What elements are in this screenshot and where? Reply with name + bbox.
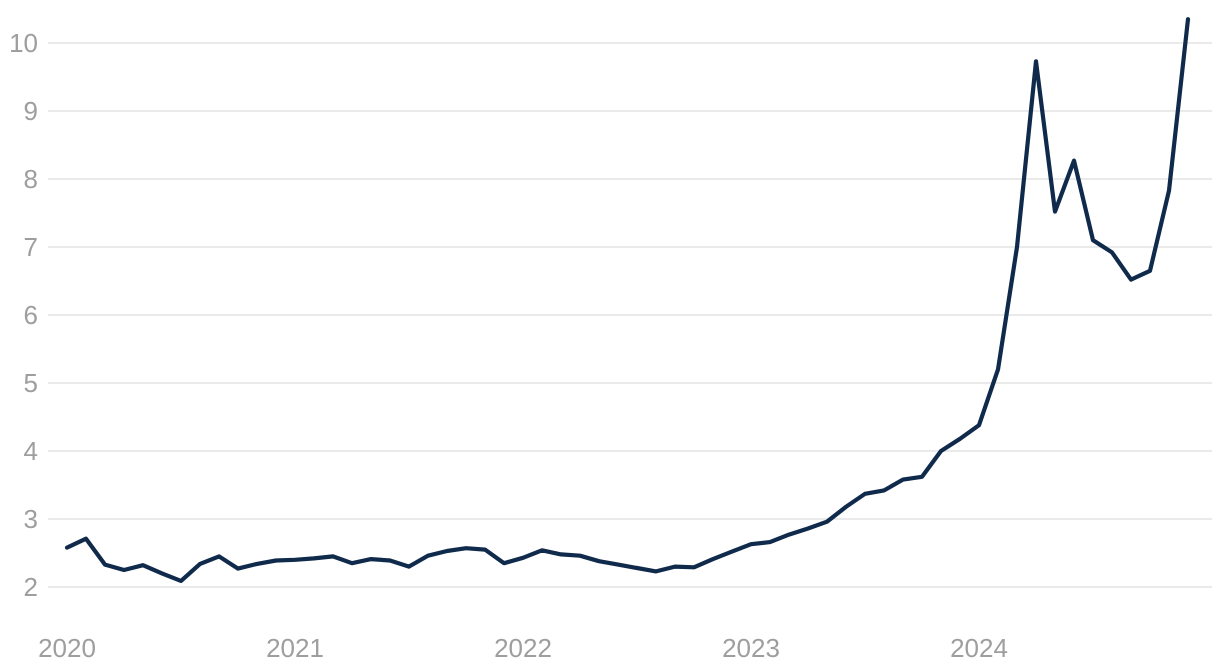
data-line bbox=[64, 17, 1191, 583]
y-axis-tick-label: 10 bbox=[9, 28, 38, 58]
gridlines-group bbox=[48, 42, 1212, 588]
y-axis-tick-label: 9 bbox=[24, 96, 38, 126]
y-axis-tick-label: 6 bbox=[24, 300, 38, 330]
x-axis-tick-label: 2021 bbox=[266, 633, 324, 663]
data-series-group bbox=[64, 17, 1191, 583]
x-axis-tick-label: 2024 bbox=[950, 633, 1008, 663]
x-axis-tick-label: 2023 bbox=[722, 633, 780, 663]
y-axis-tick-label: 7 bbox=[24, 232, 38, 262]
y-axis-tick-label: 2 bbox=[24, 572, 38, 602]
y-axis-tick-label: 3 bbox=[24, 504, 38, 534]
y-axis-tick-label: 5 bbox=[24, 368, 38, 398]
y-axis-tick-label: 8 bbox=[24, 164, 38, 194]
x-axis-tick-labels-group: 2020 2021 2022 2023 2024 bbox=[38, 633, 1008, 663]
x-axis-tick-label: 2022 bbox=[494, 633, 552, 663]
y-axis-tick-label: 4 bbox=[24, 436, 38, 466]
y-axis-tick-labels-group: 2 3 4 5 6 7 8 9 10 bbox=[9, 28, 38, 602]
x-axis-tick-label: 2020 bbox=[38, 633, 96, 663]
